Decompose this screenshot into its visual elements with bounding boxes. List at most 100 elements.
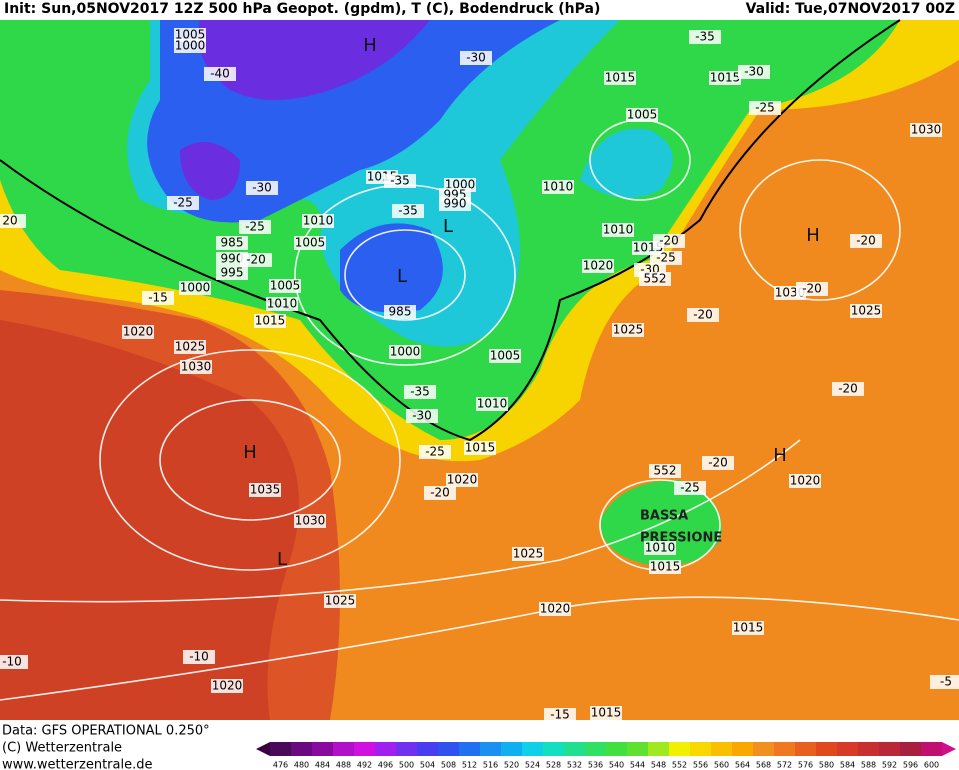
- legend-swatch: [690, 742, 711, 756]
- label-box: [687, 308, 719, 322]
- label-box: [0, 214, 26, 228]
- legend-swatch: [585, 742, 606, 756]
- map-label: -20: [802, 282, 822, 296]
- map-label: 1015: [710, 71, 741, 85]
- map-label: 1025: [851, 304, 882, 318]
- legend-swatch: [627, 742, 648, 756]
- label-box: [384, 305, 416, 319]
- label-box: [249, 483, 281, 497]
- legend-swatch: [333, 742, 354, 756]
- map-label: 1010: [267, 297, 298, 311]
- map-label: 1005: [270, 279, 301, 293]
- legend-swatch: [858, 742, 879, 756]
- legend-arrow: [256, 742, 270, 756]
- map-label: -10: [189, 650, 209, 664]
- legend-swatch: [522, 742, 543, 756]
- label-box: [542, 180, 574, 194]
- map-label: -20: [659, 234, 679, 248]
- label-box: [216, 266, 248, 280]
- label-box: [850, 304, 882, 318]
- label-box: [419, 445, 451, 459]
- label-box: [460, 51, 492, 65]
- legend-label: 492: [357, 761, 372, 770]
- legend-swatch: [564, 742, 585, 756]
- legend-label: 508: [441, 761, 456, 770]
- map-label: -20: [246, 253, 266, 267]
- label-box: [749, 101, 781, 115]
- legend-label: 484: [315, 761, 330, 770]
- label-box: [294, 514, 326, 528]
- label-box: [590, 706, 622, 720]
- legend-swatch: [543, 742, 564, 756]
- annotation: BASSA: [640, 509, 688, 524]
- map-label: -35: [695, 30, 715, 44]
- legend-label: 500: [399, 761, 414, 770]
- legend-swatch: [396, 742, 417, 756]
- map-label: 20: [2, 214, 17, 228]
- map-label: 1030: [911, 123, 942, 137]
- label-box: [167, 196, 199, 210]
- label-box: [446, 473, 478, 487]
- header-valid: Valid: Tue,07NOV2017 00Z: [746, 1, 955, 17]
- map-label: -25: [245, 220, 265, 234]
- label-box: [389, 345, 421, 359]
- legend-label: 584: [840, 761, 855, 770]
- label-box: [384, 174, 416, 188]
- legend-label: 568: [756, 761, 771, 770]
- legend-label: 488: [336, 761, 351, 770]
- label-box: [211, 679, 243, 693]
- label-box: [142, 291, 174, 305]
- map-label: 1030: [181, 360, 212, 374]
- legend-label: 536: [588, 761, 603, 770]
- map-label: 1010: [645, 541, 676, 555]
- map-label: 1025: [325, 594, 356, 608]
- legend-label: 572: [777, 761, 792, 770]
- label-box: [302, 214, 334, 228]
- legend-swatch: [816, 742, 837, 756]
- map-label: 995: [221, 266, 244, 280]
- map-label: 1010: [303, 214, 334, 228]
- legend-label: 564: [735, 761, 750, 770]
- legend-swatch: [900, 742, 921, 756]
- label-box: [179, 281, 211, 295]
- map-label: 552: [644, 272, 667, 286]
- label-box: [512, 547, 544, 561]
- map-label: 985: [221, 236, 244, 250]
- map-label: -25: [173, 196, 193, 210]
- pressure-center: H: [806, 225, 820, 246]
- label-box: [639, 272, 671, 286]
- map-label: -35: [398, 204, 418, 218]
- footer-url: www.wetterzentrale.de: [2, 758, 152, 770]
- map-label: -20: [838, 382, 858, 396]
- map-label: -25: [680, 481, 700, 495]
- legend-swatch: [774, 742, 795, 756]
- label-box: [910, 123, 942, 137]
- map-label: 1010: [543, 180, 574, 194]
- legend-label: 556: [693, 761, 708, 770]
- legend-label: 480: [294, 761, 309, 770]
- legend-label: 504: [420, 761, 435, 770]
- map-label: -30: [466, 51, 486, 65]
- label-box: [789, 474, 821, 488]
- map-label: -20: [708, 456, 728, 470]
- label-box: [404, 385, 436, 399]
- map-label: -25: [656, 251, 676, 265]
- legend-swatch: [879, 742, 900, 756]
- label-box: [269, 279, 301, 293]
- label-box: [266, 297, 298, 311]
- pressure-center: L: [443, 216, 453, 237]
- map-label: -25: [755, 101, 775, 115]
- pressure-center: L: [277, 549, 287, 570]
- label-box: [582, 259, 614, 273]
- map-label: -25: [425, 445, 445, 459]
- label-box: [832, 382, 864, 396]
- map-label: 1020: [212, 679, 243, 693]
- legend-swatch: [375, 742, 396, 756]
- label-box: [294, 236, 326, 250]
- legend-swatch: [459, 742, 480, 756]
- legend-label: 552: [672, 761, 687, 770]
- map-label: 1000: [390, 345, 421, 359]
- map-label: -30: [252, 181, 272, 195]
- map-label: -10: [2, 655, 22, 669]
- map-label: 990: [444, 197, 467, 211]
